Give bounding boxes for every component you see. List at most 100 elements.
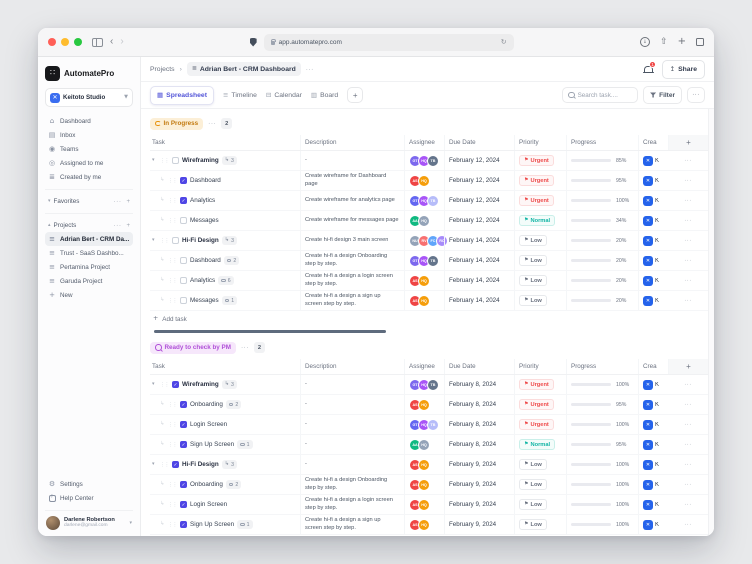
group-status-badge[interactable]: Ready to check by PM: [150, 341, 236, 354]
share-button[interactable]: ↥ Share: [661, 59, 705, 79]
drag-handle-icon[interactable]: ⋮⋮: [168, 197, 178, 204]
column-header-description[interactable]: Description: [300, 359, 404, 374]
column-header-crea[interactable]: Crea: [638, 359, 668, 374]
drag-handle-icon[interactable]: ⋮⋮: [168, 257, 178, 264]
browser-share-icon[interactable]: ⇧: [660, 36, 668, 47]
drag-handle-icon[interactable]: ⋮⋮: [168, 401, 178, 408]
due-date-cell[interactable]: February 8, 2024: [444, 415, 514, 434]
project-item-garuda-project[interactable]: ≡ Garuda Project: [45, 274, 133, 288]
notifications-button[interactable]: 1: [642, 61, 657, 74]
due-date-cell[interactable]: February 8, 2024: [444, 375, 514, 394]
task-checkbox[interactable]: [172, 237, 179, 244]
task-checkbox[interactable]: [180, 217, 187, 224]
favorites-add-icon[interactable]: +: [126, 198, 130, 205]
task-cell[interactable]: ↳ ⋮⋮ ✓ Onboarding 2: [152, 400, 300, 409]
drag-handle-icon[interactable]: ⋮⋮: [160, 157, 170, 164]
due-date-cell[interactable]: February 14, 2024: [444, 251, 514, 270]
task-checkbox[interactable]: [180, 257, 187, 264]
due-date-cell[interactable]: February 9, 2024: [444, 455, 514, 474]
assignee-cell[interactable]: NU RV FC RO: [404, 231, 448, 250]
task-checkbox[interactable]: [172, 157, 179, 164]
task-checkbox[interactable]: ✓: [180, 421, 187, 428]
sidebar-item-assigned-to-me[interactable]: ◎ Assigned to me: [45, 156, 133, 170]
row-more-button[interactable]: ···: [684, 237, 692, 244]
search-input[interactable]: [577, 91, 633, 99]
row-more-button[interactable]: ···: [684, 521, 692, 528]
shield-icon[interactable]: [249, 37, 257, 47]
favorites-more-icon[interactable]: ···: [113, 198, 122, 205]
priority-cell[interactable]: ⚑ Low: [514, 455, 566, 474]
due-date-cell[interactable]: February 9, 2024: [444, 515, 514, 534]
task-cell[interactable]: ↳ ⋮⋮ ✓ Sign Up Screen 1: [152, 440, 300, 449]
row-more-button[interactable]: ···: [684, 381, 692, 388]
drag-handle-icon[interactable]: ⋮⋮: [168, 277, 178, 284]
task-checkbox[interactable]: [180, 297, 187, 304]
task-checkbox[interactable]: ✓: [180, 177, 187, 184]
priority-cell[interactable]: ⚑ Urgent: [514, 151, 566, 170]
projects-more-icon[interactable]: ···: [113, 222, 122, 229]
priority-cell[interactable]: ⚑ Normal: [514, 435, 566, 454]
tab-overview-icon[interactable]: [696, 36, 706, 46]
task-cell[interactable]: ↳ ⋮⋮ ✓ Sign Up Screen 1: [152, 520, 300, 529]
assignee-cell[interactable]: AS HQ: [404, 455, 444, 474]
projects-add-icon[interactable]: +: [126, 222, 130, 229]
priority-cell[interactable]: ⚑ Low: [514, 515, 566, 534]
address-bar[interactable]: app.automatepro.com ↻: [263, 33, 514, 51]
breadcrumb-root[interactable]: Projects: [150, 65, 175, 73]
task-checkbox[interactable]: ✓: [172, 381, 179, 388]
search-box[interactable]: [562, 87, 639, 103]
task-checkbox[interactable]: ✓: [180, 481, 187, 488]
due-date-cell[interactable]: February 12, 2024: [444, 171, 514, 190]
assignee-cell[interactable]: GT HQ TB: [404, 191, 444, 210]
due-date-cell[interactable]: February 12, 2024: [444, 151, 514, 170]
row-more-button[interactable]: ···: [684, 401, 692, 408]
priority-cell[interactable]: ⚑ Urgent: [514, 191, 566, 210]
tab-spreadsheet[interactable]: ▦ Spreadsheet: [150, 85, 214, 105]
projects-section[interactable]: ▴ Projects ··· +: [45, 219, 133, 232]
add-column-button[interactable]: +: [668, 135, 708, 150]
task-checkbox[interactable]: ✓: [180, 197, 187, 204]
vertical-scrollbar[interactable]: [708, 109, 714, 536]
sidebar-item-help-center[interactable]: ? Help Center: [45, 491, 133, 505]
drag-handle-icon[interactable]: ⋮⋮: [168, 217, 178, 224]
row-expand-icon[interactable]: ▾: [152, 461, 155, 467]
due-date-cell[interactable]: February 9, 2024: [444, 495, 514, 514]
zoom-window-button[interactable]: [74, 38, 82, 46]
priority-cell[interactable]: ⚑ Low: [514, 495, 566, 514]
add-column-button[interactable]: +: [668, 359, 708, 374]
task-cell[interactable]: ↳ ⋮⋮ Messages: [152, 217, 300, 224]
priority-cell[interactable]: ⚑ Urgent: [514, 375, 566, 394]
priority-cell[interactable]: ⚑ Low: [514, 271, 566, 290]
row-expand-icon[interactable]: ▾: [152, 381, 155, 387]
forward-icon[interactable]: ›: [120, 36, 124, 47]
column-header-task[interactable]: Task: [152, 139, 165, 146]
task-cell[interactable]: ↳ ⋮⋮ Messages 1: [152, 296, 300, 305]
drag-handle-icon[interactable]: ⋮⋮: [168, 297, 178, 304]
due-date-cell[interactable]: February 14, 2024: [444, 291, 514, 310]
add-task-button[interactable]: +Add task: [150, 535, 708, 536]
column-header-due-date[interactable]: Due Date: [444, 135, 514, 150]
sidebar-item-dashboard[interactable]: ⌂ Dashboard: [45, 114, 133, 128]
horizontal-scrollbar[interactable]: [154, 330, 386, 333]
row-more-button[interactable]: ···: [684, 441, 692, 448]
project-item-trust-saas-dashbo[interactable]: ≡ Trust - SaaS Dashbo...: [45, 246, 133, 260]
project-item-adrian-bert-crm-da[interactable]: ≡ Adrian Bert - CRM Da...: [45, 232, 133, 246]
project-item-pertamina-project[interactable]: ≡ Pertamina Project: [45, 260, 133, 274]
task-checkbox[interactable]: ✓: [172, 461, 179, 468]
group-more-icon[interactable]: ···: [241, 344, 249, 351]
group-more-icon[interactable]: ···: [208, 120, 217, 127]
row-more-button[interactable]: ···: [684, 217, 692, 224]
task-cell[interactable]: ↳ ⋮⋮ ✓ Dashboard: [152, 177, 300, 184]
sidebar-item-teams[interactable]: ◉ Teams: [45, 142, 133, 156]
priority-cell[interactable]: ⚑ Low: [514, 291, 566, 310]
drag-handle-icon[interactable]: ⋮⋮: [168, 521, 178, 528]
column-header-priority[interactable]: Priority: [514, 359, 566, 374]
assignee-cell[interactable]: GT HQ TB: [404, 415, 444, 434]
task-cell[interactable]: ▾ ⋮⋮ ✓ Hi-Fi Design ↳ 3: [152, 460, 300, 469]
row-more-button[interactable]: ···: [684, 501, 692, 508]
tab-board[interactable]: ▥ Board: [311, 92, 338, 99]
favorites-section[interactable]: ▾ Favorites ··· +: [45, 195, 133, 208]
row-more-button[interactable]: ···: [684, 481, 692, 488]
task-cell[interactable]: ↳ ⋮⋮ ✓ Analytics: [152, 197, 300, 204]
new-project-button[interactable]: + New: [49, 290, 73, 299]
